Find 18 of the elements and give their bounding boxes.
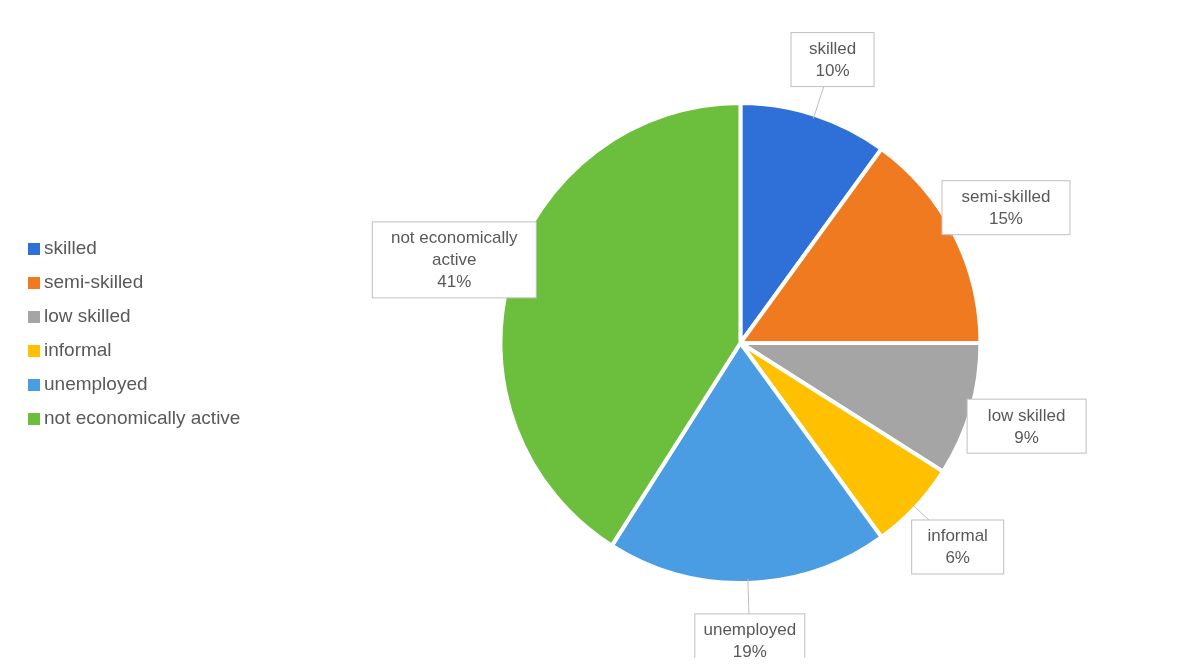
legend-label: skilled: [44, 237, 97, 258]
slice-label: not economically active: [390, 228, 519, 270]
legend-label: semi-skilled: [44, 271, 144, 292]
data-label: 10%: [815, 61, 850, 81]
slice-label: informal: [927, 526, 988, 546]
slice-label: semi-skilled: [961, 187, 1051, 207]
slice-label: low skilled: [987, 405, 1066, 425]
data-label: 6%: [945, 548, 970, 568]
legend-label: informal: [44, 339, 112, 360]
data-label: 15%: [988, 209, 1023, 229]
legend-label: unemployed: [44, 373, 148, 394]
legend-label: not economically active: [44, 407, 241, 428]
slice-label: skilled: [808, 39, 857, 59]
slice-label: unemployed: [703, 620, 797, 640]
data-label: 41%: [437, 272, 472, 292]
legend-label: low skilled: [44, 305, 131, 326]
data-label: 9%: [1014, 427, 1039, 447]
data-label: 19%: [732, 642, 767, 662]
